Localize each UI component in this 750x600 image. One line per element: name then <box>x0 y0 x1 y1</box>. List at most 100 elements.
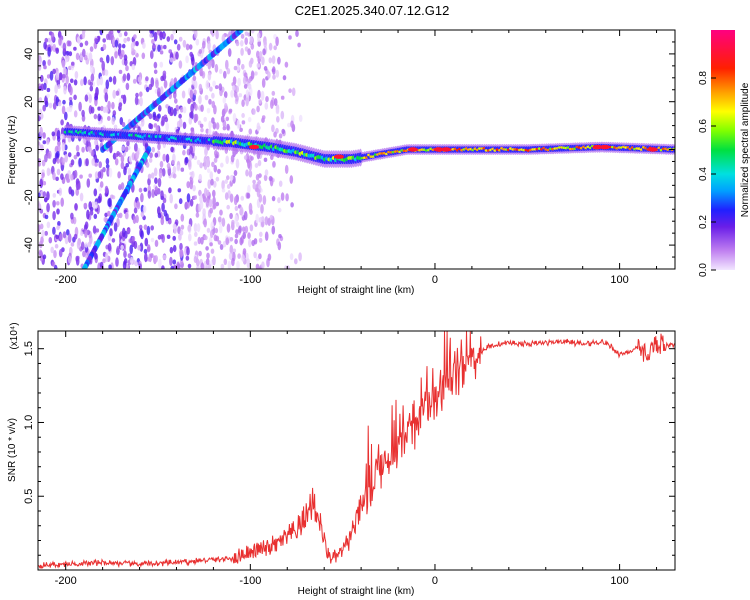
spectrogram-noise-speckle <box>152 44 156 49</box>
spectrogram-noise-speckle <box>198 173 203 182</box>
spectrogram-noise-speckle <box>143 225 148 230</box>
spectrogram-noise-speckle <box>116 30 121 34</box>
spectrogram-noise-speckle <box>162 254 167 260</box>
spectrogram-noise-speckle <box>178 233 182 241</box>
spectrogram-noise-speckle <box>132 78 137 84</box>
spectrogram-noise-speckle <box>275 36 279 47</box>
spectrogram-noise-speckle <box>140 211 145 218</box>
spectrogram-noise-speckle <box>196 159 201 166</box>
spectrogram-noise-speckle <box>233 170 238 176</box>
spectrogram-noise-speckle <box>174 203 178 210</box>
spectrogram-noise-speckle <box>261 115 266 120</box>
spectrogram-noise-speckle <box>151 38 155 45</box>
spectrogram-noise-speckle <box>225 116 230 122</box>
spectrogram-noise-speckle <box>214 85 219 90</box>
spectrogram-noise-speckle <box>252 179 256 184</box>
y-tick-label: 1.0 <box>23 415 35 430</box>
spectrogram-noise-speckle <box>244 37 248 45</box>
spectrogram-noise-speckle <box>223 91 228 99</box>
spectrogram-noise-speckle <box>160 75 164 82</box>
spectrogram-noise-speckle <box>165 153 170 163</box>
spectrogram-noise-speckle <box>272 161 276 168</box>
spectrogram-noise-speckle <box>178 198 183 205</box>
spectrogram-noise-speckle <box>143 248 148 254</box>
spectrogram-noise-speckle <box>220 162 224 168</box>
spectrogram-y-axis-label: Frequency (Hz) <box>7 116 18 185</box>
spectrogram-noise-speckle <box>228 252 233 260</box>
spectrogram-noise-speckle <box>145 86 150 93</box>
x-tick-label: 0 <box>432 575 438 587</box>
y-tick-label: -20 <box>23 189 35 205</box>
spectrogram-noise-speckle <box>81 146 85 153</box>
spectrogram-noise-speckle <box>117 171 121 179</box>
spectrogram-noise-speckle <box>42 60 46 67</box>
spectrogram-noise-speckle <box>161 168 166 177</box>
spectrogram-noise-speckle <box>209 171 214 180</box>
spectrogram-noise-speckle <box>208 120 212 129</box>
spectrogram-noise-speckle <box>205 197 210 208</box>
spectrogram-noise-speckle <box>118 102 123 108</box>
spectrogram-noise-speckle <box>298 252 302 262</box>
spectrogram-noise-speckle <box>225 59 229 70</box>
spectrogram-noise-speckle <box>217 168 221 174</box>
spectrogram-noise-speckle <box>41 229 45 238</box>
spectrogram-noise-speckle <box>150 172 155 179</box>
spectrogram-noise-speckle <box>199 162 203 169</box>
spectrogram-noise-speckle <box>212 80 216 87</box>
colorbar-tick-label: 0.0 <box>698 263 709 277</box>
spectrogram-noise-speckle <box>145 76 149 82</box>
spectrogram-noise-speckle <box>268 57 273 64</box>
spectrogram-noise-speckle <box>38 108 43 117</box>
spectrogram-noise-speckle <box>273 98 278 107</box>
spectrogram-noise-speckle <box>177 188 182 193</box>
spectrogram-noise-speckle <box>227 48 232 57</box>
spectrogram-noise-speckle <box>55 47 59 52</box>
spectrogram-noise-speckle <box>42 254 47 260</box>
spectrogram-noise-speckle <box>191 56 195 66</box>
spectrogram-noise-speckle <box>264 231 269 241</box>
spectrogram-noise-speckle <box>124 146 129 153</box>
spectrogram-diagonal-down-mark <box>81 265 87 269</box>
spectrogram-noise-speckle <box>206 107 211 114</box>
spectrogram-noise-speckle <box>235 229 239 235</box>
spectrogram-noise-speckle <box>278 180 283 187</box>
spectrogram-noise-speckle <box>123 166 127 176</box>
y-tick-label: 1.5 <box>23 341 35 356</box>
spectrogram-noise-speckle <box>108 264 112 269</box>
x-tick-label: -100 <box>239 575 261 587</box>
spectrogram-noise-speckle <box>179 249 184 257</box>
spectrogram-noise-speckle <box>39 208 44 214</box>
spectrogram-noise-speckle <box>189 179 193 190</box>
spectrogram-noise-speckle <box>243 155 248 161</box>
spectrogram-noise-speckle <box>44 37 49 43</box>
spectrogram-noise-speckle <box>95 228 100 233</box>
spectrogram-noise-speckle <box>98 161 102 169</box>
spectrogram-noise-speckle <box>242 76 247 85</box>
spectrogram-noise-speckle <box>70 174 74 181</box>
spectrogram-noise-speckle <box>238 93 243 98</box>
spectrogram-noise-speckle <box>131 63 136 71</box>
spectrogram-noise-speckle <box>160 234 164 240</box>
spectrogram-noise-speckle <box>109 228 113 237</box>
snr-panel: -200 -100 0 100 0.5 1.0 1.5 Height of straight… <box>7 322 676 597</box>
spectrogram-noise-speckle <box>110 56 115 66</box>
spectrogram-noise-speckle <box>126 228 131 233</box>
spectrogram-noise-speckle <box>212 203 217 209</box>
spectrogram-noise-speckle <box>170 265 174 269</box>
spectrogram-noise-speckle <box>186 181 190 189</box>
spectrogram-noise-speckle <box>75 52 80 61</box>
spectrogram-noise-speckle <box>50 246 54 254</box>
spectrogram-noise-speckle <box>162 70 167 76</box>
spectrogram-noise-speckle <box>56 201 60 206</box>
spectrogram-noise-speckle <box>46 221 51 229</box>
spectrogram-noise-speckle <box>159 31 163 41</box>
spectrogram-noise-speckle <box>252 108 256 115</box>
spectrogram-noise-speckle <box>207 128 212 137</box>
spectrogram-noise-speckle <box>119 53 123 60</box>
spectrogram-noise-speckle <box>81 109 85 117</box>
spectrogram-noise-speckle <box>264 216 269 226</box>
spectrogram-noise-speckle <box>97 106 101 111</box>
spectrogram-noise-speckle <box>256 122 261 132</box>
spectrogram-noise-speckle <box>260 204 264 214</box>
y-tick-label: 0 <box>23 146 35 152</box>
